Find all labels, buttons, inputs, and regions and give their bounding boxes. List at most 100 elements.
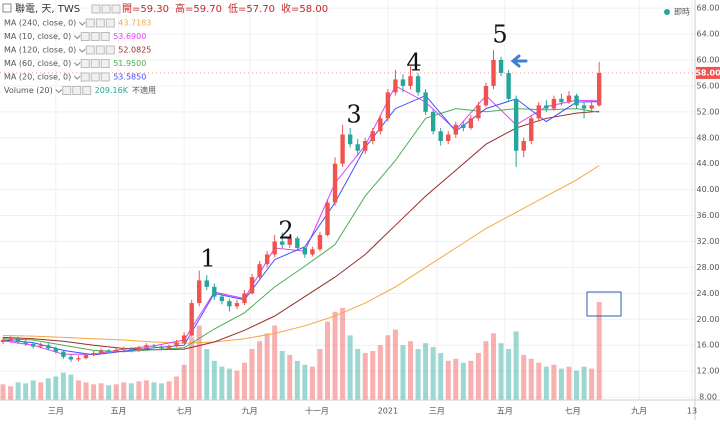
annotations: 1 2 3 4 5 — [200, 21, 507, 273]
legend-button[interactable] — [82, 86, 92, 95]
legend-button[interactable] — [85, 45, 95, 55]
arrow — [510, 54, 528, 68]
volume-bar — [506, 349, 512, 400]
volume-bar — [264, 333, 270, 400]
candle-body — [551, 98, 557, 109]
candle-body — [212, 286, 217, 297]
last-price-label: 58.00 — [695, 68, 720, 77]
candle-body — [83, 354, 89, 359]
volume-bar — [581, 366, 587, 400]
legend-button[interactable] — [90, 72, 100, 82]
highlight-box — [586, 291, 622, 317]
volume-bar — [166, 381, 172, 400]
volume-bar — [574, 370, 580, 400]
candle-body — [400, 79, 406, 86]
volume-bar — [400, 345, 406, 400]
legend-value: 52.0825 — [118, 46, 151, 55]
legend-button[interactable] — [101, 4, 111, 14]
legend-button[interactable] — [100, 59, 110, 68]
candle-body — [151, 345, 157, 347]
candle-body — [106, 350, 111, 352]
ohlc-value: 低=57.70 — [228, 2, 275, 15]
candle-body — [498, 59, 504, 73]
legend-button[interactable] — [95, 18, 105, 28]
candle-body — [393, 79, 398, 93]
y-tick-label: 52.00 — [697, 107, 720, 116]
legend-value: 51.9500 — [113, 59, 146, 68]
legend-button[interactable] — [95, 45, 105, 55]
candle-body — [415, 76, 421, 93]
candle-body — [295, 238, 300, 248]
candle-body — [317, 235, 323, 250]
volume-bar — [589, 368, 595, 400]
volume-bar — [249, 349, 255, 400]
legend-button[interactable] — [105, 18, 115, 28]
candle-body — [219, 296, 225, 302]
candle-body — [174, 342, 179, 346]
candle-body — [234, 303, 240, 307]
volume-bar — [106, 385, 112, 400]
volume-bar — [438, 352, 444, 400]
candle-body — [596, 72, 602, 106]
symbol-icon[interactable] — [2, 3, 12, 13]
y-tick-label: 56.00 — [697, 81, 720, 90]
legend-name: MA (20, close, 0) — [4, 73, 71, 82]
candle-body — [446, 134, 451, 142]
volume-bar — [234, 370, 240, 400]
legend-caret — [55, 89, 63, 94]
legend-name: MA (10, close, 0) — [4, 32, 71, 41]
legend-button[interactable] — [62, 86, 72, 95]
legend-button[interactable] — [100, 72, 110, 82]
realtime-dot — [664, 9, 670, 15]
legend-row: Volume (20) 209.16K 不適用 — [4, 85, 156, 95]
volume-bar — [340, 307, 346, 400]
legend-button[interactable] — [90, 32, 100, 41]
legend-button[interactable] — [105, 45, 115, 55]
volume-bar — [468, 360, 474, 400]
last-price-box — [696, 66, 720, 79]
volume-bar — [8, 386, 14, 400]
legend-name: MA (120, close, 0) — [4, 46, 76, 55]
y-tick-label: 60.00 — [697, 55, 720, 64]
legend-button[interactable] — [72, 86, 82, 95]
candle-body — [272, 241, 277, 255]
volume-bar — [430, 347, 436, 400]
candle-body — [332, 163, 338, 203]
legend-button[interactable] — [80, 32, 90, 41]
legend-button[interactable] — [90, 59, 100, 68]
candle-body — [31, 343, 36, 347]
volume-bar — [38, 382, 44, 400]
candle-body — [468, 118, 474, 129]
volume-bar — [45, 378, 51, 400]
y-tick-label: 40.00 — [697, 185, 720, 194]
candle-body — [536, 105, 541, 119]
candle-body — [98, 350, 104, 353]
ohlc-value: 收=58.00 — [281, 2, 328, 15]
legend: 聯電, 天, TWS 開=59.30 高=59.70 低=57.70 收=58.00 … — [2, 2, 328, 95]
volume-bar — [196, 325, 202, 400]
legend-button[interactable] — [111, 4, 121, 14]
legend-caret — [73, 75, 81, 80]
candle-body — [521, 141, 526, 151]
legend-button[interactable] — [80, 72, 90, 82]
x-tick-label: 13 — [687, 407, 697, 416]
candle-body — [529, 118, 534, 142]
legend-button[interactable] — [85, 18, 95, 28]
volume-bar — [483, 341, 489, 400]
legend-button[interactable] — [80, 59, 90, 68]
candle-body — [589, 105, 594, 109]
volume-bar — [460, 362, 466, 400]
legend-button[interactable] — [100, 32, 110, 41]
volume-bar — [30, 380, 36, 400]
volume-bar — [325, 321, 331, 400]
y-tick-label: 36.00 — [697, 211, 720, 220]
volume-bar — [536, 362, 542, 400]
candle-body — [385, 92, 391, 119]
candle-body — [159, 346, 164, 349]
volume-bar — [53, 376, 59, 400]
x-tick-label: 七月 — [565, 407, 581, 416]
candle-body — [227, 301, 232, 307]
legend-button[interactable] — [91, 4, 101, 14]
y-tick-label: 24.00 — [697, 289, 720, 298]
